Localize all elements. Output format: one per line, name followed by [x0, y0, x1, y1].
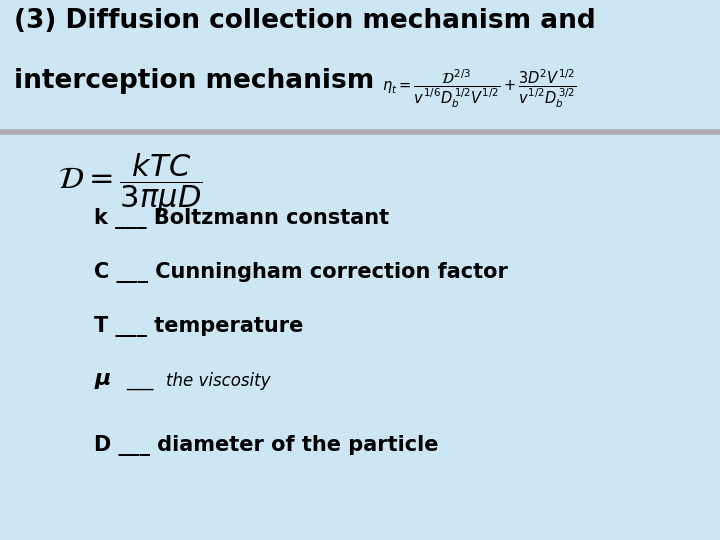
Text: T ___ temperature: T ___ temperature [94, 316, 303, 337]
Text: k ___ Boltzmann constant: k ___ Boltzmann constant [94, 208, 389, 229]
Text: interception mechanism: interception mechanism [14, 68, 374, 93]
Text: the viscosity: the viscosity [166, 372, 270, 390]
Text: $\mathcal{D} = \dfrac{kTC}{3\pi\mu D}$: $\mathcal{D} = \dfrac{kTC}{3\pi\mu D}$ [58, 151, 202, 217]
Text: (3) Diffusion collection mechanism and: (3) Diffusion collection mechanism and [14, 8, 596, 34]
Text: D ___ diameter of the particle: D ___ diameter of the particle [94, 435, 438, 456]
Text: ___: ___ [126, 372, 159, 390]
Text: C ___ Cunningham correction factor: C ___ Cunningham correction factor [94, 262, 508, 283]
Text: $\boldsymbol{\mu}$: $\boldsymbol{\mu}$ [94, 370, 111, 391]
Text: $\eta_t = \dfrac{\mathcal{D}^{2/3}}{v^{1/6}D_b^{\,1/2}V^{1/2}} + \dfrac{3D^2V^{1: $\eta_t = \dfrac{\mathcal{D}^{2/3}}{v^{1… [382, 68, 577, 110]
